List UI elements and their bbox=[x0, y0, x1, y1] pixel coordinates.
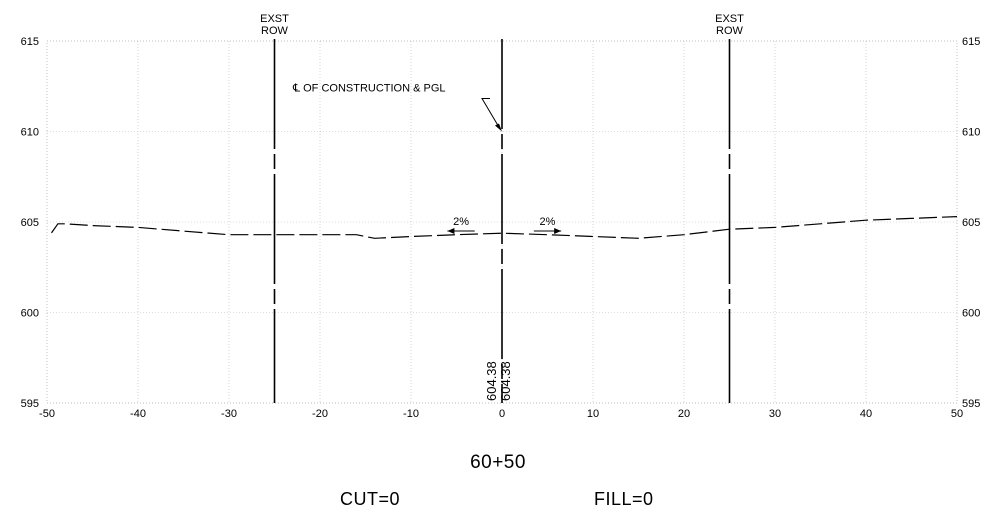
x-tick-label: -20 bbox=[312, 408, 328, 420]
slope-arrowhead bbox=[554, 228, 562, 235]
elevation-labels: 604.38 604.38 bbox=[484, 361, 513, 401]
row-label: EXST bbox=[715, 13, 744, 25]
y-tick-label: 615 bbox=[21, 36, 39, 48]
slope-label: 2% bbox=[540, 216, 556, 228]
x-axis: -50 -40 -30 -20 -10 0 10 20 30 40 50 bbox=[39, 408, 963, 420]
x-tick-label: 20 bbox=[678, 408, 690, 420]
x-tick-label: 40 bbox=[860, 408, 872, 420]
slope-annotations: 2% 2% bbox=[447, 216, 562, 235]
x-tick-label: 30 bbox=[769, 408, 781, 420]
y-tick-label: 610 bbox=[21, 127, 39, 139]
row-label: ROW bbox=[261, 25, 289, 37]
cut-quantity: CUT=0 bbox=[340, 489, 401, 509]
row-label: EXST bbox=[260, 13, 289, 25]
y-tick-label: 615 bbox=[962, 36, 980, 48]
x-tick-label: -10 bbox=[403, 408, 419, 420]
x-tick-label: 0 bbox=[499, 408, 505, 420]
centerline: ℄ OF CONSTRUCTION & PGL bbox=[292, 39, 503, 403]
y-axis-left: 595 600 605 610 615 bbox=[21, 36, 39, 410]
y-tick-label: 600 bbox=[962, 308, 980, 320]
slope-arrowhead bbox=[447, 228, 455, 235]
x-tick-label: 50 bbox=[951, 408, 963, 420]
x-tick-label: -50 bbox=[39, 408, 55, 420]
centerline-callout: ℄ OF CONSTRUCTION & PGL bbox=[292, 83, 446, 95]
elevation-label: 604.38 bbox=[484, 361, 499, 401]
y-tick-label: 605 bbox=[21, 217, 39, 229]
y-tick-label: 600 bbox=[21, 308, 39, 320]
elevation-label: 604.38 bbox=[498, 361, 513, 401]
y-tick-label: 595 bbox=[21, 398, 39, 410]
y-tick-label: 595 bbox=[962, 398, 980, 410]
y-tick-label: 605 bbox=[962, 217, 980, 229]
ground-profile bbox=[51, 216, 958, 239]
y-tick-label: 610 bbox=[962, 127, 980, 139]
fill-quantity: FILL=0 bbox=[594, 489, 654, 509]
ground-line bbox=[51, 216, 958, 239]
callout-arrowhead bbox=[495, 123, 502, 132]
x-tick-label: -40 bbox=[130, 408, 146, 420]
slope-label: 2% bbox=[453, 216, 469, 228]
x-tick-label: 10 bbox=[587, 408, 599, 420]
x-tick-label: -30 bbox=[221, 408, 237, 420]
row-label: ROW bbox=[716, 25, 744, 37]
station-label: 60+50 bbox=[470, 452, 526, 473]
y-axis-right: 595 600 605 610 615 bbox=[962, 36, 980, 410]
callout-leader bbox=[481, 98, 499, 126]
